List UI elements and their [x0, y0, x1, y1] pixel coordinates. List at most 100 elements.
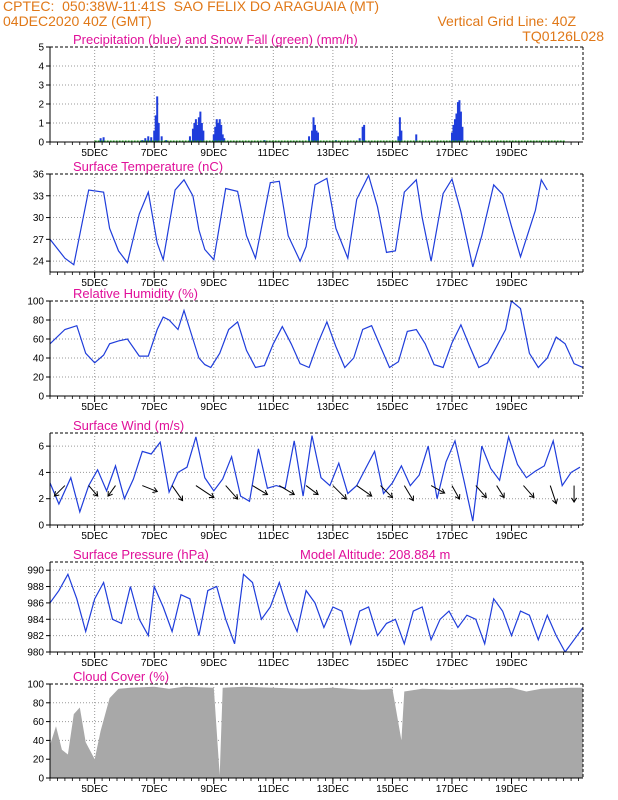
precip-bar — [196, 124, 199, 142]
precip-panel: 0 1 2 3 4 5 5DEC 7DEC 9DEC 11DEC 13DEC 15DEC 17DEC 19… — [38, 32, 584, 159]
wind-vector-head — [570, 497, 578, 504]
x-tick-label: 5DEC — [81, 784, 108, 795]
x-tick-label: 13DEC — [317, 784, 349, 795]
wind-vector — [142, 485, 158, 493]
x-tick-label: 17DEC — [436, 148, 468, 159]
wind-vector — [475, 485, 487, 498]
y-tick-label: 988 — [27, 582, 44, 593]
precip-bar — [453, 119, 456, 142]
x-tick-label: 5DEC — [81, 531, 108, 542]
x-tick-label: 5DEC — [81, 402, 108, 413]
precip-bar — [400, 130, 403, 142]
x-tick-label: 19DEC — [495, 278, 527, 289]
y-tick-label: 4 — [38, 468, 44, 479]
precip-bar — [218, 119, 221, 142]
y-tick-label: 80 — [33, 316, 45, 327]
wind-vector-head — [408, 495, 414, 502]
precip-bar — [194, 119, 197, 142]
x-tick-label: 11DEC — [258, 784, 290, 795]
y-tick-label: 3 — [38, 81, 44, 92]
wind-vector-head — [481, 492, 487, 499]
header-grid-line: Vertical Grid Line: 40Z — [437, 13, 576, 29]
y-tick-label: 24 — [33, 257, 45, 268]
wind-title: Surface Wind (m/s) — [73, 418, 184, 433]
temp-title: Surface Temperature (nC) — [73, 159, 223, 174]
wind-vector-head — [313, 489, 319, 496]
x-tick-label: 15DEC — [376, 658, 408, 669]
precip-bar — [221, 134, 224, 142]
precip-bar — [308, 136, 311, 142]
precip-bar — [141, 140, 144, 142]
x-tick-label: 9DEC — [200, 402, 227, 413]
x-tick-label: 17DEC — [436, 784, 468, 795]
cloud-title: Cloud Cover (%) — [73, 669, 169, 684]
wind-vector-head — [152, 487, 159, 493]
precip-bar — [220, 124, 223, 142]
precip-bar — [217, 123, 220, 142]
y-tick-label: 1 — [38, 119, 44, 130]
wind-vector — [380, 485, 393, 498]
x-tick-label: 19DEC — [495, 658, 527, 669]
precip-bar — [188, 136, 191, 142]
precip-bar — [315, 130, 318, 142]
y-tick-label: 27 — [33, 235, 45, 246]
y-tick-label: 980 — [27, 648, 44, 659]
y-tick-label: 36 — [33, 170, 45, 181]
wind-vector — [54, 485, 66, 497]
cloud-area — [50, 686, 583, 778]
y-tick-label: 0 — [38, 392, 44, 403]
y-tick-label: 20 — [33, 373, 45, 384]
precip-bar — [459, 111, 462, 142]
pres-subtitle: Model Altitude: 208.884 m — [300, 547, 450, 562]
precip-bar — [150, 137, 153, 142]
wind-vector — [332, 485, 347, 500]
rh-panel: 0 20 40 60 80 100 5DEC 7DEC 9DEC 11DEC 13DEC 15DEC 1… — [27, 286, 584, 413]
pres-line — [50, 572, 583, 652]
wind-vector-head — [53, 491, 60, 497]
x-tick-label: 9DEC — [200, 278, 227, 289]
wind-vector-head — [439, 488, 446, 494]
x-tick-label: 5DEC — [81, 658, 108, 669]
precip-bar — [363, 124, 366, 142]
x-tick-label: 11DEC — [258, 658, 290, 669]
wind-vector-head — [529, 492, 535, 499]
y-tick-label: 100 — [27, 297, 44, 308]
wind-vector-head — [366, 491, 373, 497]
x-tick-label: 9DEC — [200, 658, 227, 669]
header-date: 04DEC2020 40Z (GMT) — [3, 13, 152, 29]
precip-bar — [312, 117, 315, 142]
precip-bar — [157, 123, 160, 142]
x-tick-label: 5DEC — [81, 148, 108, 159]
x-tick-label: 13DEC — [317, 658, 349, 669]
precip-bar — [214, 126, 217, 142]
precip-bar — [314, 124, 317, 142]
x-tick-label: 15DEC — [376, 531, 408, 542]
wind-vector-head — [341, 494, 348, 500]
wind-vector — [225, 485, 239, 500]
precip-bar — [397, 136, 400, 142]
wind-vector — [279, 485, 295, 496]
y-tick-label: 2 — [38, 100, 44, 111]
precip-bar — [193, 123, 196, 142]
precip-bar — [415, 134, 418, 142]
x-tick-label: 19DEC — [495, 148, 527, 159]
x-tick-label: 11DEC — [258, 531, 290, 542]
precip-bar — [154, 115, 157, 142]
x-tick-label: 11DEC — [258, 278, 290, 289]
wind-vector-head — [552, 498, 558, 505]
precip-bar — [165, 140, 168, 142]
wind-panel: 0 2 4 6 5DEC 7DEC 9DEC 11DEC 13DEC 15DEC 17DEC 19DE… — [38, 418, 584, 542]
y-tick-label: 6 — [38, 442, 44, 453]
wind-vector-head — [232, 494, 239, 500]
temp-line — [50, 174, 548, 268]
wind-vector — [523, 485, 535, 498]
x-tick-label: 9DEC — [200, 148, 227, 159]
precip-bar — [200, 123, 203, 142]
wind-vector — [356, 485, 372, 497]
precip-bar — [452, 124, 455, 142]
precip-bar — [311, 130, 314, 142]
y-tick-label: 100 — [27, 680, 44, 691]
wind-line — [50, 434, 581, 522]
cloud-panel: 0 20 40 60 80 100 5DEC 7DEC 9DEC 11DEC 13DEC 15DEC 1… — [27, 669, 584, 795]
